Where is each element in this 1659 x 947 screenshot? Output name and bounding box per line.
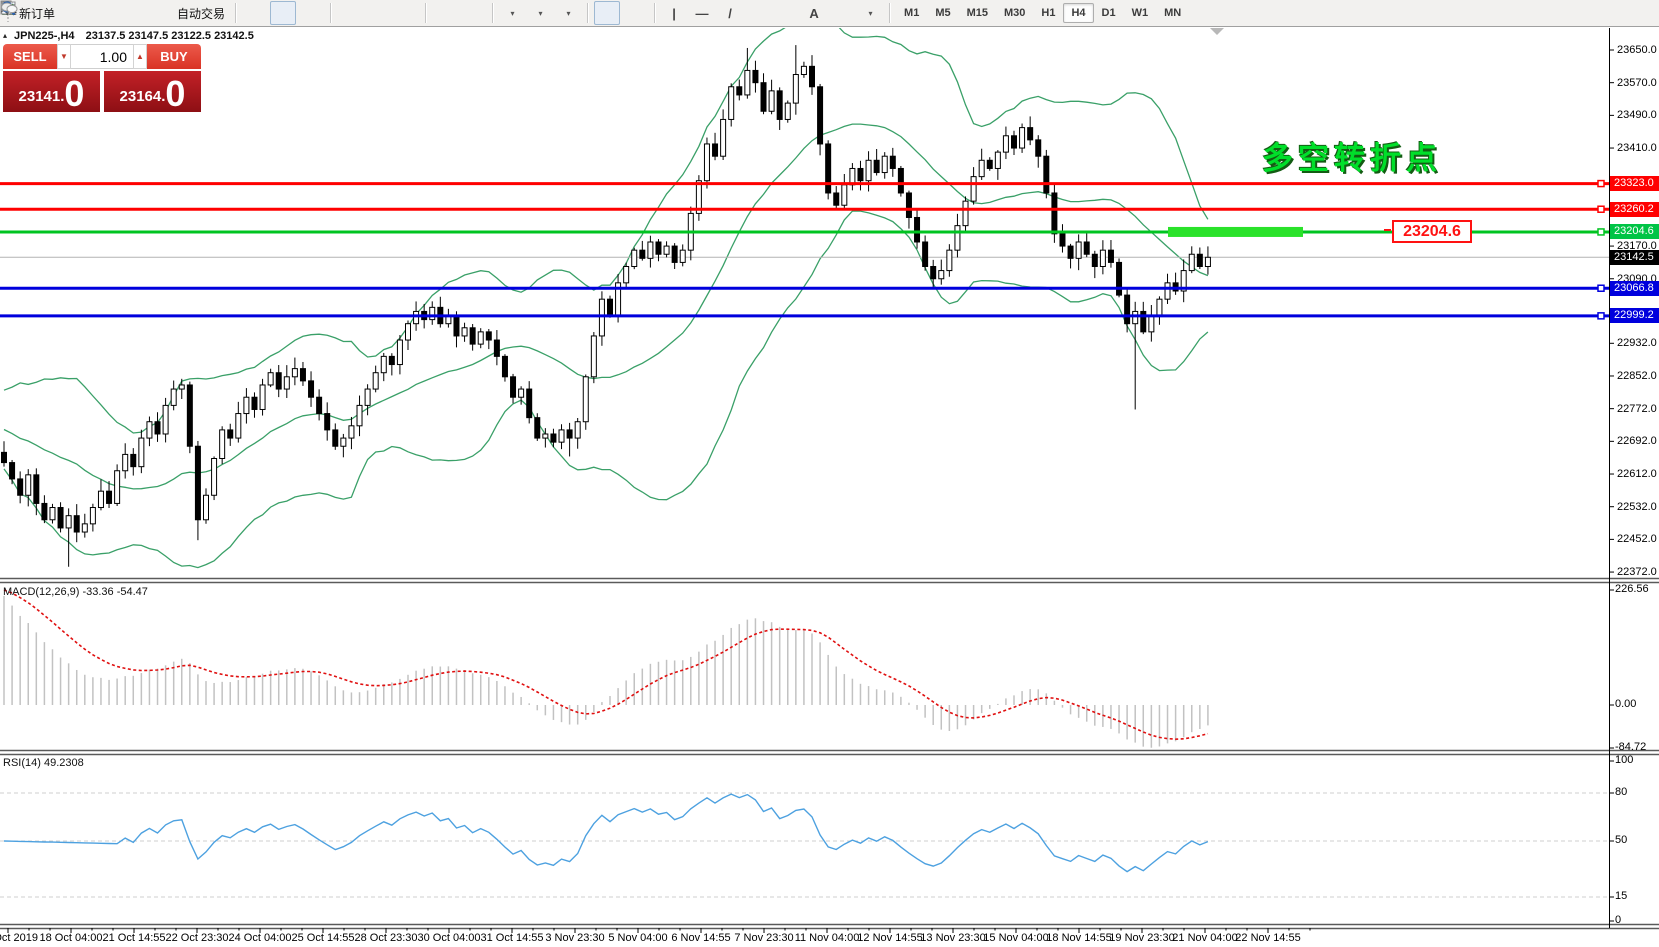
lot-decrease-button[interactable]: ▼ xyxy=(57,44,71,69)
add-indicator-icon[interactable]: ▾ xyxy=(0,0,525,25)
buy-button[interactable]: BUY xyxy=(147,44,201,69)
timeframe-m5[interactable]: M5 xyxy=(935,7,951,19)
one-click-trading-panel: SELL ▼ ▲ BUY 23141.0 23164.0 xyxy=(3,44,201,112)
toolbar-separator xyxy=(425,3,427,23)
timeframe-m1[interactable]: M1 xyxy=(904,7,920,19)
toolbar-separator xyxy=(235,3,237,23)
main-toolbar: 新订单 自动交易 ▾ ▾ ▾ | — / E F xyxy=(0,0,1659,27)
crosshair-icon[interactable] xyxy=(2,1,648,25)
search-icon[interactable] xyxy=(1,1,1627,25)
timeframe-h4[interactable]: H4 xyxy=(1063,3,1094,23)
timeframe-w1[interactable]: W1 xyxy=(1131,7,1149,19)
new-order-button[interactable]: 新订单 xyxy=(19,6,56,21)
horizontal-line-tool-icon[interactable]: — xyxy=(695,5,709,21)
template-icon[interactable]: ▾ xyxy=(0,1,581,25)
cursor-icon[interactable] xyxy=(1,1,621,25)
zoom-out-icon[interactable] xyxy=(1,1,391,25)
text-label-tool-icon[interactable]: T xyxy=(1,1,855,25)
candlestick-chart-icon[interactable] xyxy=(1,1,297,25)
timeframe-d1[interactable]: D1 xyxy=(1101,7,1116,19)
toolbar-separator xyxy=(330,3,332,23)
equidistant-channel-icon[interactable]: E xyxy=(1,1,771,25)
autotrading-icon[interactable] xyxy=(0,1,171,25)
lot-increase-button[interactable]: ▲ xyxy=(133,44,147,69)
line-chart-icon[interactable] xyxy=(1,1,324,25)
sell-price-main: 23141 xyxy=(18,88,61,105)
chat-icon[interactable] xyxy=(1,1,1655,25)
sell-price-button[interactable]: 23141. 0 xyxy=(3,71,100,112)
zoom-in-icon[interactable] xyxy=(1,1,363,25)
vertical-line-tool-icon[interactable]: | xyxy=(672,5,676,21)
toolbar-separator xyxy=(654,3,656,23)
autotrading-button[interactable]: 自动交易 xyxy=(177,6,226,21)
auto-scroll-icon[interactable] xyxy=(1,1,458,25)
chart-shift-icon[interactable] xyxy=(1,1,486,25)
trendline-tool-icon[interactable]: / xyxy=(728,5,732,21)
sell-price-pip: 0 xyxy=(64,73,85,114)
buy-price-main: 23164 xyxy=(119,88,162,105)
chart-period-icon[interactable]: ▾ xyxy=(1,1,553,25)
timeframe-m30[interactable]: M30 xyxy=(1004,7,1026,19)
bar-chart-icon[interactable] xyxy=(1,1,268,25)
fibonacci-tool-icon[interactable]: F xyxy=(2,1,799,25)
signals-icon[interactable] xyxy=(1,1,143,25)
buy-price-pip: 0 xyxy=(165,73,186,114)
timeframe-group: M1 M5 M15 M30 H1 H4 D1 W1 MN xyxy=(896,3,1189,23)
timeframe-mn[interactable]: MN xyxy=(1164,7,1182,19)
svg-text:F: F xyxy=(13,10,17,16)
arrows-tool-icon[interactable]: ▾ xyxy=(2,1,883,25)
timeframe-h1[interactable]: H1 xyxy=(1041,7,1056,19)
profiles-icon[interactable] xyxy=(0,1,87,25)
timeframe-m15[interactable]: M15 xyxy=(966,7,988,19)
sell-button[interactable]: SELL xyxy=(3,44,57,69)
tile-windows-icon[interactable] xyxy=(1,1,419,25)
market-watch-icon[interactable] xyxy=(0,1,115,25)
toolbar-separator xyxy=(587,3,589,23)
toolbar-separator xyxy=(889,3,891,23)
buy-price-button[interactable]: 23164. 0 xyxy=(104,71,201,112)
text-tool-icon[interactable]: A xyxy=(809,5,819,21)
toolbar-separator xyxy=(492,3,494,23)
lot-size-input[interactable] xyxy=(71,44,133,69)
